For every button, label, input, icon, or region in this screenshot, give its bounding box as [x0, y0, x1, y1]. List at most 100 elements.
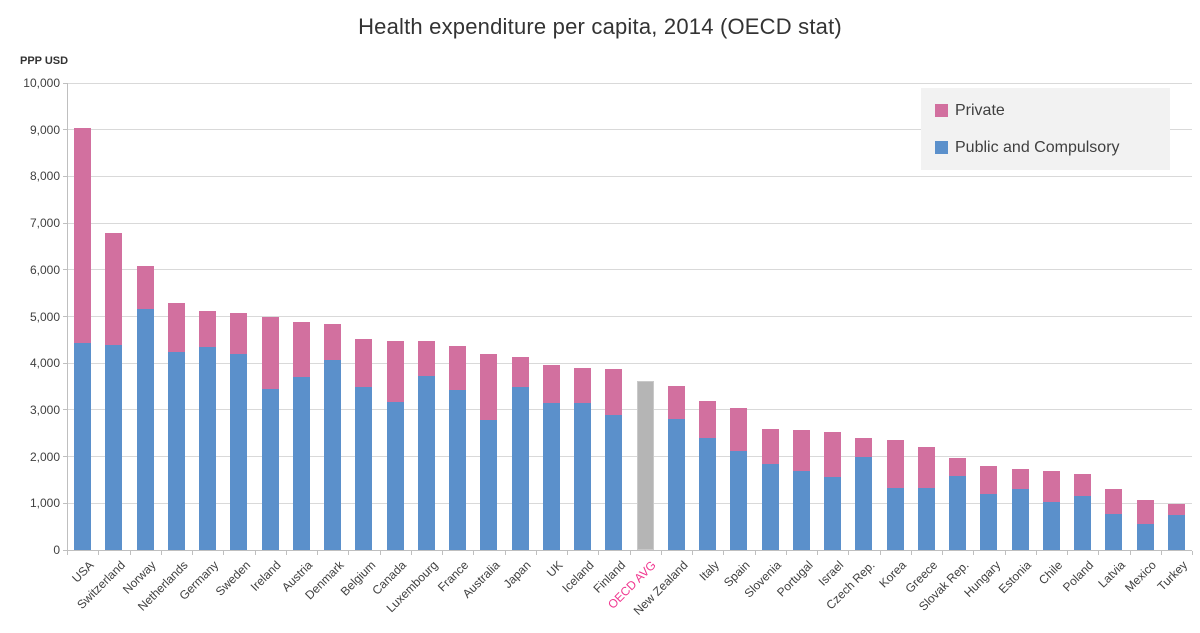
bar-segment-public [1136, 524, 1154, 550]
bar-israel [824, 83, 842, 550]
x-axis-label: UK [543, 558, 566, 580]
x-axis-tick [254, 551, 256, 555]
bar-segment-private [1074, 474, 1092, 496]
x-axis-label: USA [69, 558, 97, 586]
bar-segment-private [730, 407, 748, 451]
x-axis-tick [1129, 551, 1131, 555]
bar-segment-public [480, 419, 498, 550]
y-axis-tick [63, 549, 67, 551]
bar-segment-private [605, 369, 623, 415]
y-axis-tick [63, 175, 67, 177]
bar-segment-private [855, 438, 873, 458]
bar-usa [74, 83, 92, 550]
gridline [67, 456, 1192, 458]
y-axis-tick [63, 222, 67, 224]
bar-segment-public [1167, 514, 1185, 550]
chart-title: Health expenditure per capita, 2014 (OEC… [358, 14, 842, 39]
y-axis-tick-label: 0 [53, 543, 60, 557]
x-axis-tick [910, 551, 912, 555]
bar-segment-public [886, 487, 904, 550]
bar-norway [136, 83, 154, 550]
bar-austria [292, 83, 310, 550]
x-axis-tick [535, 551, 537, 555]
bar-slovenia [761, 83, 779, 550]
bar-estonia [1011, 83, 1029, 550]
bar-segment-private [949, 458, 967, 477]
bar-segment-private [199, 310, 217, 347]
y-axis-tick-label: 5,000 [29, 309, 60, 324]
y-axis-line [67, 83, 68, 550]
bar-segment-public [542, 402, 560, 550]
bar-luxembourg [417, 83, 435, 550]
bar-segment-public [355, 387, 373, 550]
bar-segment-public [574, 402, 592, 550]
bar-chile [1042, 83, 1060, 550]
bar-spain [730, 83, 748, 550]
x-axis-tick [754, 551, 756, 555]
legend: Private Public and Compulsory [921, 88, 1170, 170]
bar-segment-public [136, 308, 154, 550]
bar-segment-private [667, 386, 685, 419]
legend-swatch-private-icon [935, 104, 948, 117]
y-axis-tick-label: 10,000 [23, 76, 60, 90]
gridline [67, 362, 1192, 364]
bar-segment-private [292, 321, 310, 378]
bar-segment-private [886, 439, 904, 488]
bar-segment-private [917, 447, 935, 488]
gridline [67, 175, 1192, 177]
bar-segment-public [230, 353, 248, 550]
x-axis-label: Japan [501, 558, 535, 592]
bar-belgium [355, 83, 373, 550]
bar-iceland [574, 83, 592, 550]
gridline [67, 82, 1192, 84]
bar-segment-public [761, 463, 779, 550]
x-axis-tick [129, 551, 131, 555]
bar-hungary [980, 83, 998, 550]
x-axis-tick [98, 551, 100, 555]
x-axis-tick [192, 551, 193, 555]
x-axis-tick [1098, 551, 1100, 555]
x-axis-label: Iceland [559, 558, 597, 596]
bar-segment-private [574, 368, 592, 403]
y-axis-tick [63, 269, 67, 271]
bar-segment-private [261, 316, 279, 389]
legend-item-private: Private [935, 102, 1170, 120]
gridline [67, 502, 1192, 504]
bar-segment-public [824, 477, 842, 550]
x-axis-tick [660, 551, 662, 555]
bar-segment-private [167, 303, 185, 352]
bar-japan [511, 83, 529, 550]
bar-segment-private [792, 429, 810, 471]
x-axis-tick [848, 551, 850, 555]
gridline [67, 129, 1192, 131]
x-axis-tick [1160, 551, 1162, 555]
x-axis-tick [973, 551, 975, 555]
x-axis-label: Estonia [995, 558, 1035, 597]
x-axis-tick [410, 551, 412, 555]
bar-segment-private [699, 401, 717, 438]
bar-segment-private [105, 232, 123, 345]
bar-segment-public [1074, 495, 1092, 550]
bar-segment-public [699, 437, 717, 550]
x-axis-tick [629, 551, 631, 555]
bar-czech-rep- [855, 83, 873, 550]
bar-segment-public [917, 487, 935, 550]
x-axis-tick [1067, 551, 1068, 555]
x-axis-tick [442, 551, 443, 555]
x-axis-label: Mexico [1122, 558, 1160, 595]
bar-segment-private [386, 341, 404, 403]
y-axis-tick-label: 9,000 [29, 122, 60, 137]
bar-sweden [230, 83, 248, 550]
bar-finland [605, 83, 623, 550]
bar-segment-average [636, 380, 654, 550]
bar-segment-private [824, 431, 842, 478]
bar-segment-public [261, 388, 279, 550]
x-axis-tick [598, 551, 600, 555]
y-axis-tick-label: 6,000 [29, 262, 60, 277]
y-axis-tick-label: 7,000 [29, 216, 60, 231]
bar-slovak-rep- [949, 83, 967, 550]
y-axis-tick [63, 409, 67, 411]
bar-segment-public [980, 493, 998, 550]
bar-poland [1074, 83, 1092, 550]
